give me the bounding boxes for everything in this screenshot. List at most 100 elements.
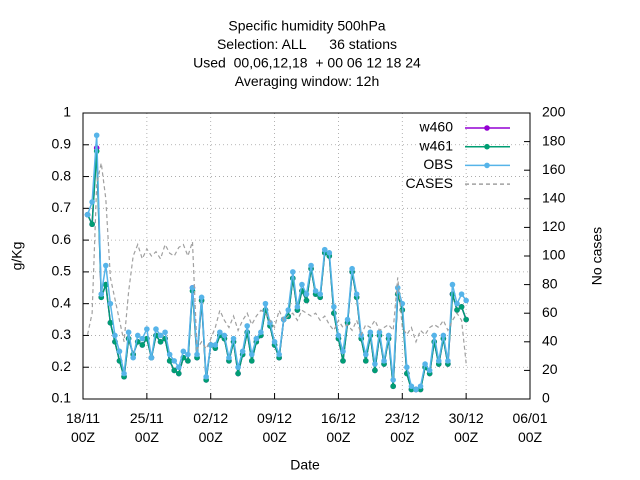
legend-marker [484, 143, 490, 150]
data-point [258, 329, 264, 336]
data-point [376, 329, 383, 336]
y2-tick-label: 120 [542, 218, 566, 234]
data-point [381, 358, 387, 364]
data-point [244, 323, 251, 329]
data-point [139, 342, 146, 348]
data-point [121, 370, 127, 377]
data-point [321, 246, 328, 253]
data-point [353, 291, 360, 297]
y-tick-label: 0.2 [52, 358, 72, 374]
data-point [326, 250, 333, 256]
data-point [394, 284, 401, 291]
data-point [253, 335, 260, 342]
data-point [458, 304, 465, 310]
y2-tick-label: 140 [542, 190, 566, 206]
data-point [171, 358, 178, 364]
data-point [331, 304, 337, 310]
data-point [235, 370, 241, 377]
data-point [139, 335, 146, 342]
x-tick-label: 09/12 00Z [257, 410, 292, 445]
y2-tick-label: 200 [542, 104, 566, 120]
chart-title: Averaging window: 12h [235, 73, 380, 89]
x-tick-label: 18/11 00Z [66, 410, 100, 445]
data-point [194, 351, 200, 358]
data-point [422, 361, 428, 367]
data-point [262, 300, 269, 307]
legend-label: OBS [423, 156, 453, 172]
data-point [166, 351, 173, 358]
data-point [112, 332, 118, 339]
data-point [408, 383, 415, 390]
series-line [86, 162, 467, 364]
plot-frame [82, 112, 531, 400]
x-tick-label: 30/12 00Z [449, 410, 484, 445]
data-point [299, 281, 305, 288]
data-point [157, 332, 164, 339]
data-point [221, 332, 228, 339]
data-point [98, 291, 105, 297]
data-point [294, 304, 301, 310]
data-point [103, 262, 109, 269]
y2-tick-label: 80 [542, 275, 558, 291]
data-point [290, 269, 296, 275]
data-point [116, 348, 123, 355]
data-point [203, 373, 209, 380]
series-line [86, 135, 467, 391]
y-tick-label: 1 [63, 104, 71, 120]
data-point [303, 291, 310, 297]
data-point [308, 262, 314, 269]
y2-tick-label: 40 [542, 333, 558, 349]
y-tick-label: 0.9 [52, 135, 72, 151]
chart-title: Used 00,06,12,18 + 00 06 12 18 24 [193, 55, 421, 71]
x-tick-label: 23/12 00Z [385, 410, 420, 445]
x-tick-label: 02/12 00Z [193, 410, 228, 445]
legend-marker [484, 125, 490, 131]
data-point [207, 342, 214, 348]
data-point [372, 361, 378, 367]
data-point [271, 339, 278, 345]
data-point [217, 329, 223, 336]
data-point [226, 354, 232, 361]
data-point [198, 294, 205, 301]
data-point [175, 370, 182, 377]
y-tick-label: 0.8 [52, 167, 72, 183]
data-point [107, 319, 114, 326]
chart-title: Selection: ALL 36 stations [217, 36, 397, 52]
data-point [367, 329, 374, 336]
data-point [340, 348, 346, 355]
data-point [312, 288, 319, 294]
data-point [239, 348, 246, 355]
data-point [454, 307, 460, 313]
data-point [134, 332, 141, 339]
data-point [344, 316, 351, 323]
data-point [93, 132, 100, 139]
data-point [276, 351, 282, 358]
y-tick-label: 0.3 [52, 326, 72, 342]
legend-label: CASES [406, 175, 453, 191]
data-point [148, 354, 155, 361]
data-point [435, 358, 442, 364]
data-point [157, 339, 164, 345]
data-point [107, 300, 114, 307]
data-point [349, 265, 355, 272]
data-point [171, 367, 178, 374]
data-point [144, 326, 150, 332]
data-point [463, 297, 469, 304]
data-point [248, 358, 255, 364]
data-point [362, 351, 369, 358]
y-tick-label: 0.5 [52, 263, 72, 279]
data-point [267, 319, 273, 326]
data-point [340, 358, 346, 364]
data-point [185, 351, 191, 358]
legend-label: w461 [419, 137, 454, 153]
data-point [413, 386, 419, 393]
data-point [431, 332, 438, 339]
data-point [458, 291, 465, 297]
data-point [84, 211, 91, 218]
data-point [449, 281, 456, 288]
data-point [89, 199, 95, 205]
data-point [285, 307, 292, 313]
data-point [372, 367, 378, 374]
data-point [230, 335, 237, 342]
